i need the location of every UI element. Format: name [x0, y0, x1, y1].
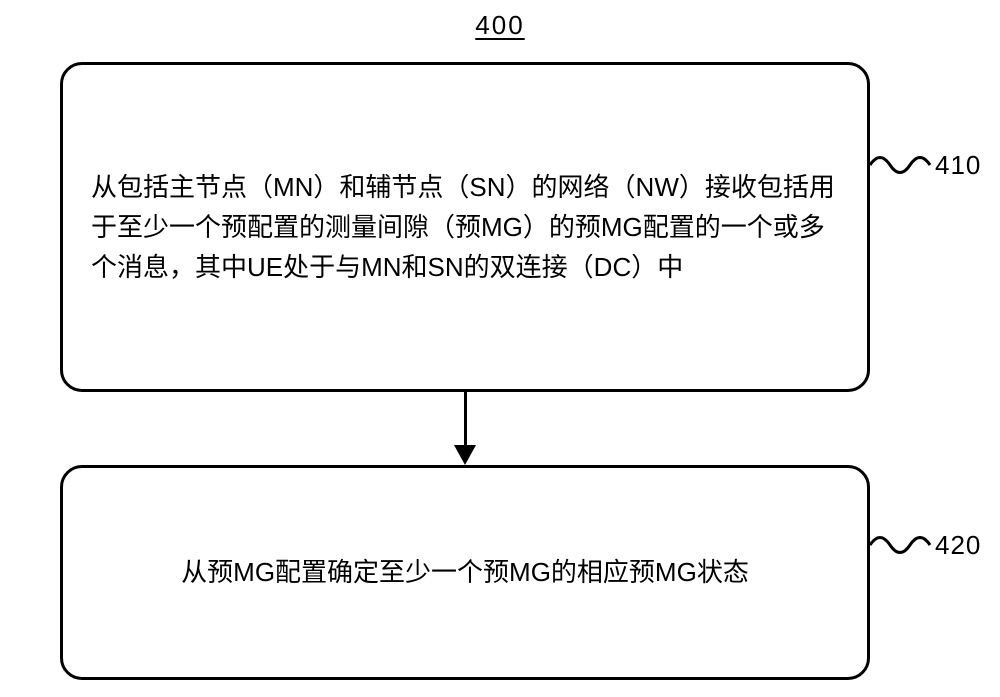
flow-node-text: 从预MG配置确定至少一个预MG的相应预MG状态: [91, 552, 839, 592]
flow-node-text: 从包括主节点（MN）和辅节点（SN）的网络（NW）接收包括用于至少一个预配置的测…: [91, 167, 839, 288]
figure-number: 400: [0, 10, 1000, 41]
flow-edge-arrowhead: [454, 445, 476, 465]
ref-label-410: 410: [935, 150, 981, 181]
flow-node-step420: 从预MG配置确定至少一个预MG的相应预MG状态: [60, 465, 870, 680]
flow-node-step410: 从包括主节点（MN）和辅节点（SN）的网络（NW）接收包括用于至少一个预配置的测…: [60, 62, 870, 392]
callout-connector: [870, 150, 935, 180]
callout-connector: [870, 530, 935, 560]
ref-label-420: 420: [935, 530, 981, 561]
flow-edge: [464, 392, 467, 447]
flowchart-canvas: 400 从包括主节点（MN）和辅节点（SN）的网络（NW）接收包括用于至少一个预…: [0, 0, 1000, 697]
